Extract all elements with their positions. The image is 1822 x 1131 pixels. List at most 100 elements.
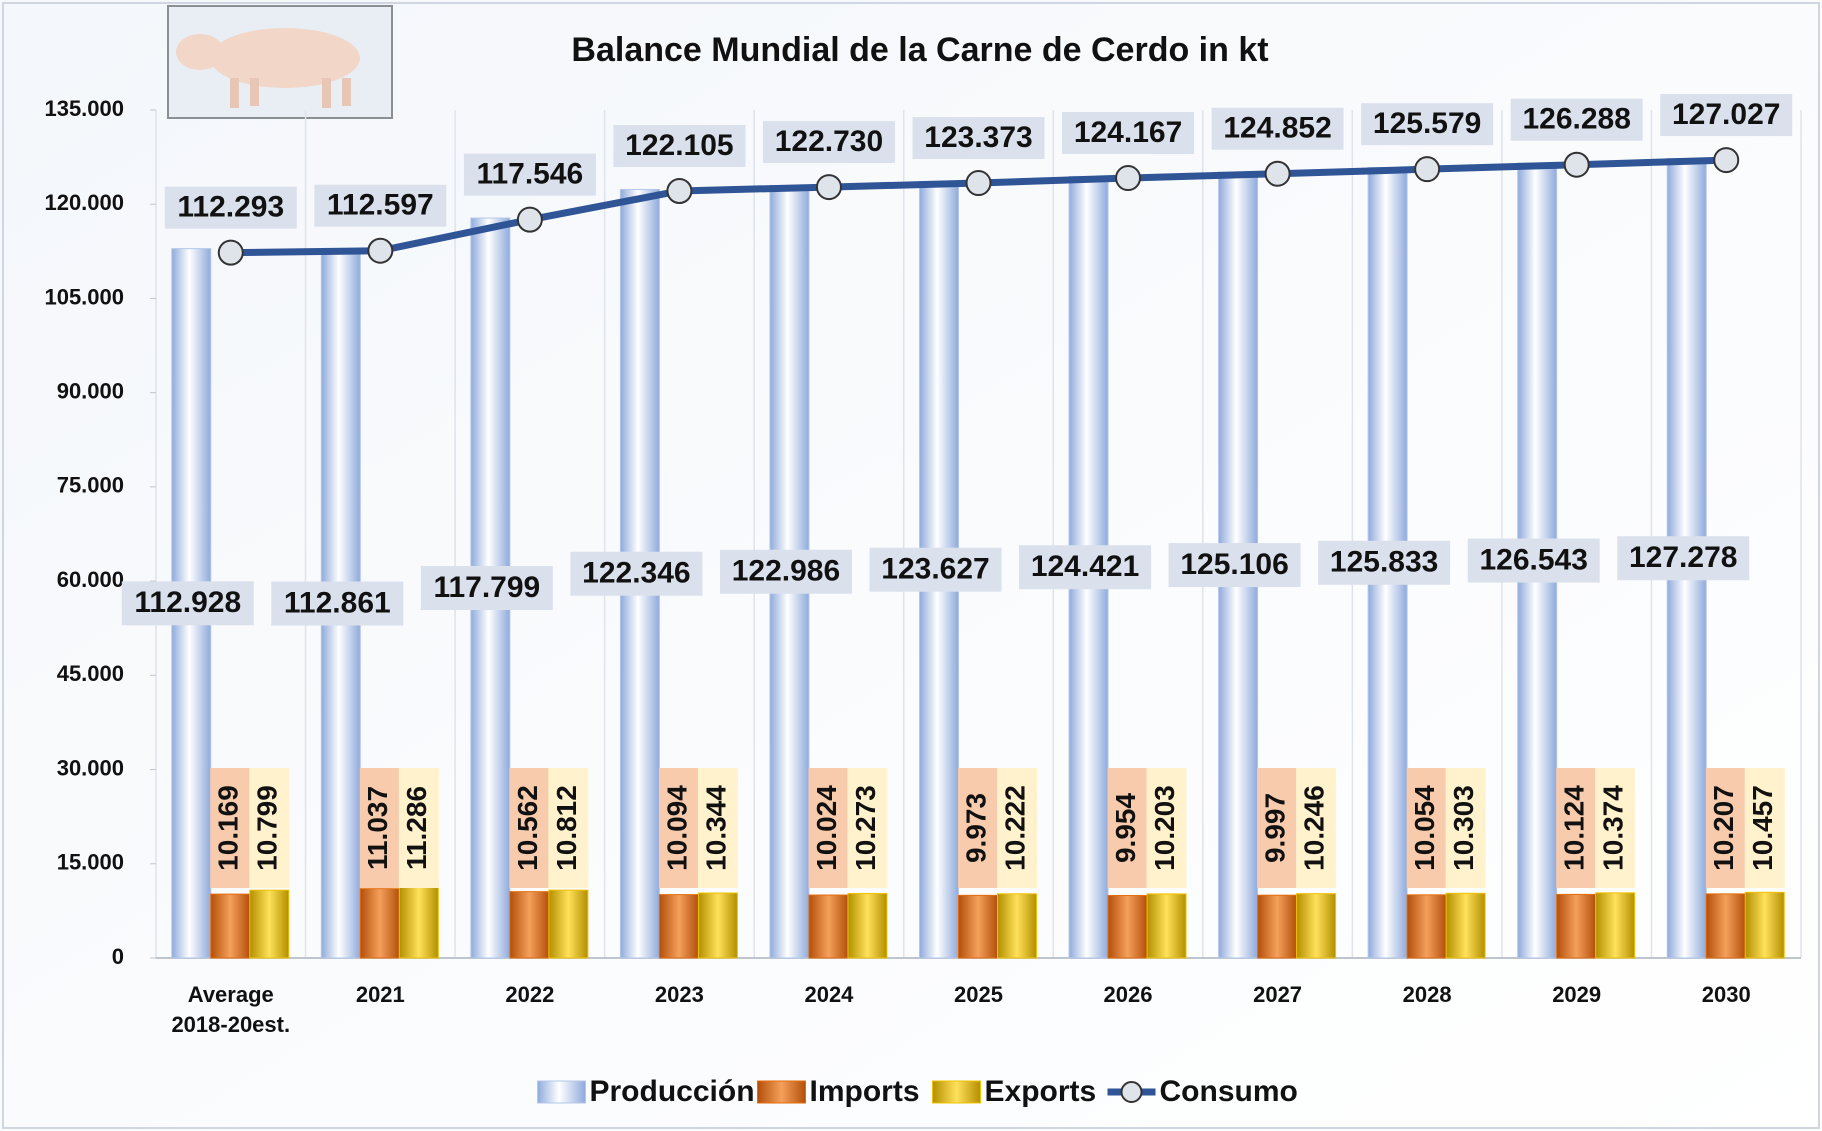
value-label-box <box>359 768 400 888</box>
bar <box>359 888 400 959</box>
value-label: 127.027 <box>1672 98 1780 131</box>
value-label: 124.421 <box>1031 550 1139 583</box>
marker <box>666 177 693 204</box>
x-tick-label: 2025 <box>954 982 1003 1007</box>
value-label: 9.954 <box>1110 793 1141 863</box>
value-label: 125.579 <box>1373 107 1481 140</box>
value-label-box <box>1660 94 1793 137</box>
value-label: 10.812 <box>551 785 582 871</box>
bar <box>1257 894 1298 959</box>
value-label: 10.457 <box>1747 785 1778 871</box>
bar <box>1107 894 1148 959</box>
value-label: 123.627 <box>881 553 989 586</box>
y-tick-label: 0 <box>112 944 124 969</box>
value-label-box <box>1168 543 1301 588</box>
legend-label: Imports <box>810 1075 920 1108</box>
value-label-box <box>314 184 447 227</box>
marker <box>367 237 394 264</box>
bar <box>958 894 998 959</box>
legend-label: Producción <box>590 1075 755 1108</box>
value-label-box <box>1705 768 1746 888</box>
value-label: 122.346 <box>582 557 690 590</box>
value-label: 10.246 <box>1298 785 1329 871</box>
value-label-box <box>420 566 553 611</box>
marker <box>1563 151 1590 178</box>
bar <box>808 894 849 959</box>
y-tick-label: 15.000 <box>57 850 124 875</box>
value-label: 112.597 <box>327 189 434 222</box>
value-label: 112.928 <box>134 586 241 619</box>
value-label: 124.167 <box>1074 116 1182 149</box>
y-tick-label: 45.000 <box>57 661 124 686</box>
value-label-box <box>509 768 550 888</box>
value-label: 10.273 <box>850 785 881 871</box>
bar <box>1556 893 1597 959</box>
marker <box>1713 147 1740 174</box>
marker <box>1414 156 1441 183</box>
y-tick-label: 30.000 <box>57 755 124 780</box>
value-label-box <box>121 581 254 626</box>
y-tick-label: 90.000 <box>57 378 124 403</box>
value-label-box <box>912 117 1045 160</box>
x-tick-label: 2022 <box>505 982 555 1007</box>
marker <box>1264 160 1291 187</box>
value-label: 112.293 <box>177 191 284 224</box>
value-label-box <box>1595 768 1636 888</box>
value-label-box <box>1019 545 1152 590</box>
x-tick-label: 2024 <box>804 982 854 1007</box>
bar <box>658 894 699 959</box>
value-label-box <box>1406 768 1447 888</box>
bar <box>1296 893 1337 959</box>
x-tick-label: 2027 <box>1253 982 1303 1007</box>
value-label: 10.169 <box>213 785 244 871</box>
value-label: 122.986 <box>732 555 840 588</box>
bar <box>997 893 1037 959</box>
marker <box>965 170 992 197</box>
value-label: 117.799 <box>433 571 540 604</box>
y-tick-label: 120.000 <box>44 190 124 215</box>
bar <box>847 892 888 959</box>
value-label-box <box>1467 538 1600 583</box>
value-label-box <box>697 768 738 888</box>
value-label-box <box>808 768 849 888</box>
value-label-box <box>1617 536 1750 581</box>
value-label-box <box>762 121 895 164</box>
value-label-box <box>1361 103 1494 146</box>
bar <box>1146 893 1187 959</box>
value-label-box <box>1744 768 1785 888</box>
bar <box>1595 892 1636 959</box>
x-tick-label: 2030 <box>1701 982 1751 1007</box>
value-label: 9.997 <box>1259 793 1290 863</box>
value-label-box <box>1445 768 1486 888</box>
value-label-box <box>1107 768 1148 888</box>
x-tick-label: 2029 <box>1552 982 1602 1007</box>
value-label: 10.799 <box>252 785 283 871</box>
y-tick-label: 75.000 <box>57 473 124 498</box>
value-label: 10.562 <box>512 785 543 871</box>
value-label: 10.303 <box>1448 785 1479 871</box>
y-tick-label: 60.000 <box>57 567 124 592</box>
x-tick-label: 2028 <box>1402 982 1452 1007</box>
x-tick-label: 2026 <box>1103 982 1153 1007</box>
legend-label: Exports <box>985 1075 1097 1108</box>
legend-swatch <box>537 1080 586 1104</box>
bar <box>1744 891 1785 959</box>
y-tick-label: 105.000 <box>44 284 124 309</box>
value-label-box <box>1146 768 1187 888</box>
value-label-box <box>398 768 439 888</box>
value-label-box <box>463 153 596 196</box>
x-tick-label: 2023 <box>654 982 704 1007</box>
value-label-box <box>210 768 251 888</box>
bar <box>697 892 738 959</box>
x-tick-label: Average 2018-20est. <box>171 982 291 1037</box>
marker <box>815 174 842 201</box>
value-label: 124.852 <box>1223 112 1331 145</box>
y-tick-label: 135.000 <box>44 96 124 121</box>
value-label-box <box>1062 112 1195 155</box>
value-label-box <box>997 768 1037 888</box>
legend-swatch <box>757 1080 806 1104</box>
value-label-box <box>1296 768 1337 888</box>
bar <box>548 889 589 959</box>
value-label: 9.973 <box>960 793 991 863</box>
